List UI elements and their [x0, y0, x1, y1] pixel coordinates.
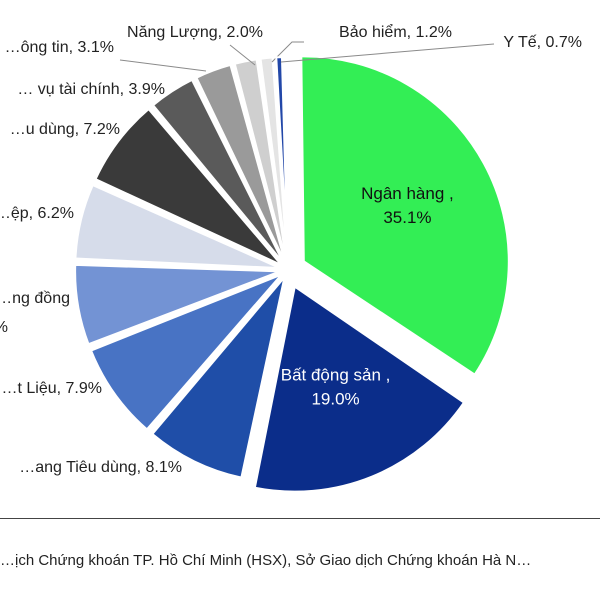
slice-label: Y Tế, 0.7% — [503, 34, 582, 51]
leader-line — [119, 59, 207, 72]
slice-label: Năng Lượng, 2.0% — [127, 24, 263, 41]
pie-slice — [151, 78, 285, 264]
pie-slice — [253, 284, 466, 493]
slice-label: Bảo hiểm, 1.2% — [339, 23, 452, 41]
pie-slice — [275, 56, 289, 263]
pie-slice — [89, 273, 283, 431]
slice-label: … vụ tài chính, 3.9% — [17, 81, 165, 98]
pie-slice — [233, 58, 288, 263]
pie-slice — [195, 63, 287, 263]
slice-value-label: 35.1% — [383, 208, 431, 227]
slice-label: Ngân hàng , — [361, 184, 454, 203]
source-note: …ịch Chứng khoán TP. Hồ Chí Minh (HSX), … — [0, 552, 532, 569]
leader-line — [271, 41, 304, 63]
slice-label: …u dùng, 7.2% — [10, 121, 120, 138]
pie-slice — [259, 56, 289, 263]
pie-slice — [94, 107, 283, 267]
pie-slice — [300, 55, 510, 376]
slice-label: …ông tin, 3.1% — [5, 39, 114, 56]
slice-label: …ng đồng — [0, 290, 70, 307]
slice-value-label: 19.0% — [311, 390, 359, 409]
slice-value-label: …% — [0, 319, 8, 336]
pie-slice — [151, 276, 286, 479]
leader-line — [229, 44, 256, 66]
slice-label: …ang Tiêu dùng, 8.1% — [19, 459, 182, 476]
leader-line — [280, 43, 495, 63]
source-divider — [0, 518, 600, 519]
slice-label: Bất động sản , — [281, 366, 391, 385]
pie-slice — [74, 183, 281, 270]
pie-slice — [74, 263, 281, 346]
slice-label: …t Liệu, 7.9% — [2, 380, 103, 397]
slice-label: …ệp, 6.2% — [0, 205, 74, 222]
